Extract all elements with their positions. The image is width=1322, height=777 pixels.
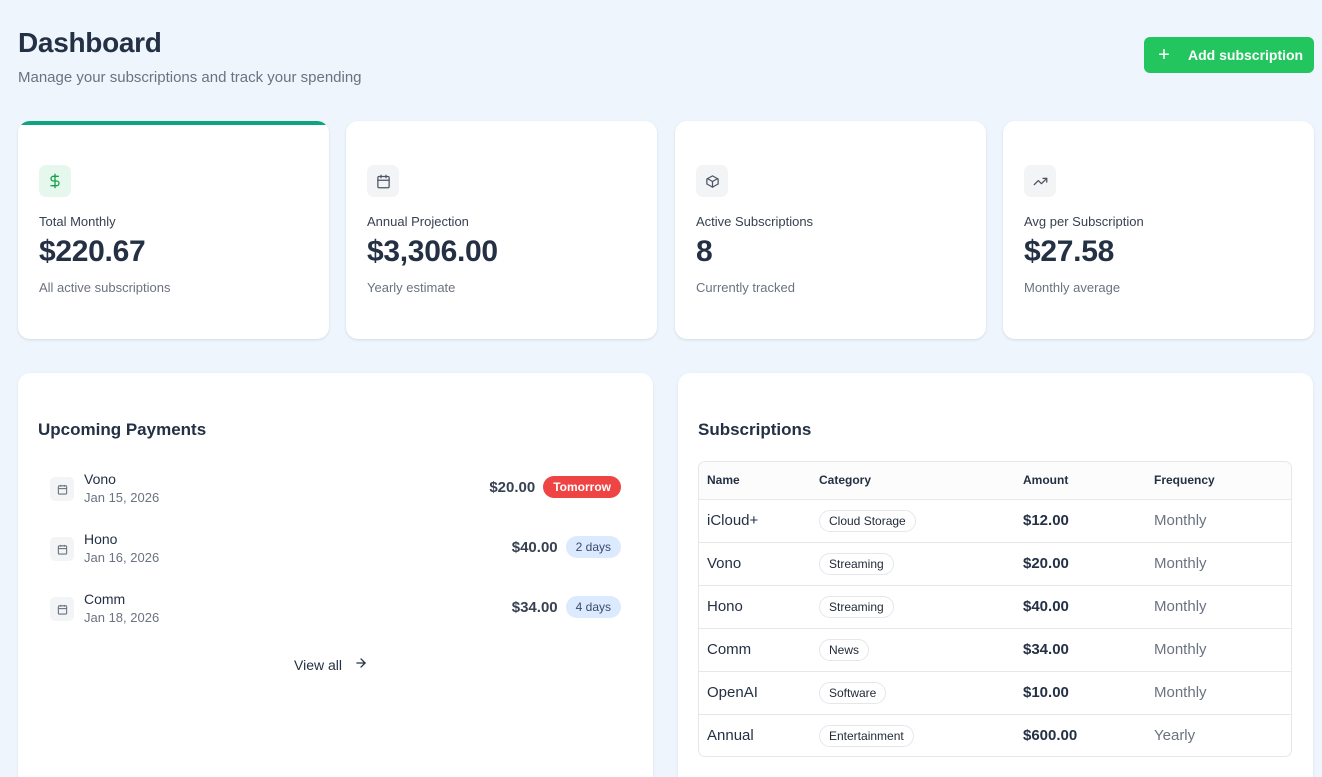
cell-frequency: Monthly	[1154, 555, 1207, 572]
cell-name: Annual	[707, 727, 754, 745]
upcoming-payments-title: Upcoming Payments	[38, 420, 207, 439]
page-subtitle: Manage your subscriptions and track your…	[18, 69, 362, 86]
cell-frequency: Yearly	[1154, 727, 1196, 745]
stat-card-active-subscriptions: Active Subscriptions 8 Currently tracked	[675, 121, 986, 339]
stat-label: Total Monthly	[39, 214, 116, 229]
payment-name: Hono	[84, 531, 118, 547]
category-badge: Entertainment	[819, 724, 914, 747]
payment-amount: $40.00	[511, 538, 558, 556]
payment-date: Jan 15, 2026	[84, 490, 160, 505]
category-badge: Streaming	[819, 595, 894, 618]
table-row[interactable]: iCloud+ Cloud Storage $12.00 Monthly	[699, 499, 1291, 542]
stat-label: Annual Projection	[367, 214, 469, 229]
cell-name: iCloud+	[707, 512, 759, 529]
cell-name: Hono	[707, 598, 743, 615]
view-all-link[interactable]: View all	[294, 656, 368, 673]
stat-label: Avg per Subscription	[1024, 214, 1144, 229]
category-badge: Software	[819, 681, 887, 704]
payment-amount: $34.00	[511, 598, 558, 616]
stat-value: $27.58	[1024, 235, 1114, 268]
calendar-icon	[50, 597, 74, 621]
view-all-label: View all	[294, 656, 342, 673]
cell-amount: $600.00	[1023, 727, 1078, 745]
stat-value: $220.67	[39, 235, 146, 268]
stat-card-avg-per-subscription: Avg per Subscription $27.58 Monthly aver…	[1003, 121, 1314, 339]
payment-row[interactable]: Hono Jan 16, 2026 $40.00 2 days	[50, 531, 621, 571]
cell-amount: $10.00	[1023, 684, 1069, 701]
column-header-name[interactable]: Name	[707, 473, 740, 488]
table-row[interactable]: Comm News $34.00 Monthly	[699, 628, 1291, 671]
plus-icon: +	[1158, 44, 1170, 66]
add-subscription-label: Add subscription	[1188, 47, 1304, 63]
stat-note: All active subscriptions	[39, 280, 171, 295]
stat-card-annual-projection: Annual Projection $3,306.00 Yearly estim…	[346, 121, 657, 339]
subscriptions-title: Subscriptions	[698, 420, 812, 439]
table-row[interactable]: Hono Streaming $40.00 Monthly	[699, 585, 1291, 628]
cell-name: Comm	[707, 641, 752, 658]
cell-amount: $40.00	[1023, 598, 1069, 615]
payment-date: Jan 16, 2026	[84, 550, 160, 565]
cell-amount: $12.00	[1023, 512, 1069, 529]
column-header-amount[interactable]: Amount	[1023, 473, 1069, 488]
category-badge: Cloud Storage	[819, 509, 916, 532]
cell-frequency: Monthly	[1154, 641, 1207, 658]
package-icon	[696, 165, 728, 197]
stat-note: Monthly average	[1024, 280, 1121, 295]
stat-note: Yearly estimate	[367, 280, 456, 295]
stat-value: $3,306.00	[367, 235, 498, 268]
upcoming-payments-panel: Upcoming Payments Vono Jan 15, 2026 $20.…	[18, 373, 653, 777]
payment-date: Jan 18, 2026	[84, 610, 160, 625]
due-badge: 2 days	[565, 536, 621, 558]
stat-value: 8	[696, 235, 713, 268]
cell-name: Vono	[707, 555, 742, 572]
dollar-icon	[39, 165, 71, 197]
cell-frequency: Monthly	[1154, 684, 1207, 701]
payment-name: Comm	[84, 591, 126, 607]
cell-amount: $34.00	[1023, 641, 1069, 658]
calendar-icon	[367, 165, 399, 197]
subscriptions-panel: Subscriptions Name Category Amount Frequ…	[678, 373, 1313, 777]
due-badge: 4 days	[565, 596, 621, 618]
table-row[interactable]: Vono Streaming $20.00 Monthly	[699, 542, 1291, 585]
table-row[interactable]: OpenAI Software $10.00 Monthly	[699, 671, 1291, 714]
stat-note: Currently tracked	[696, 280, 795, 295]
cell-name: OpenAI	[707, 684, 758, 701]
cell-amount: $20.00	[1023, 555, 1069, 572]
column-header-frequency[interactable]: Frequency	[1154, 473, 1215, 488]
stat-label: Active Subscriptions	[696, 214, 814, 229]
due-badge: Tomorrow	[543, 476, 621, 498]
table-row[interactable]: Annual Entertainment $600.00 Yearly	[699, 714, 1291, 756]
payment-amount: $20.00	[489, 478, 536, 496]
cell-frequency: Monthly	[1154, 512, 1207, 529]
subscriptions-table: Name Category Amount Frequency iCloud+ C…	[698, 461, 1292, 757]
category-badge: Streaming	[819, 552, 894, 575]
calendar-icon	[50, 537, 74, 561]
page-title: Dashboard	[18, 27, 162, 58]
column-header-category[interactable]: Category	[819, 473, 872, 488]
category-badge: News	[819, 638, 870, 661]
payment-row[interactable]: Comm Jan 18, 2026 $34.00 4 days	[50, 591, 621, 631]
stat-card-total-monthly: Total Monthly $220.67 All active subscri…	[18, 121, 329, 339]
cell-frequency: Monthly	[1154, 598, 1207, 615]
payment-name: Vono	[84, 471, 116, 487]
add-subscription-button[interactable]: + Add subscription	[1144, 37, 1314, 73]
trending-up-icon	[1024, 165, 1056, 197]
table-header-row: Name Category Amount Frequency	[699, 462, 1291, 499]
calendar-icon	[50, 477, 74, 501]
arrow-right-icon	[354, 656, 368, 673]
payment-row[interactable]: Vono Jan 15, 2026 $20.00 Tomorrow	[50, 471, 621, 511]
